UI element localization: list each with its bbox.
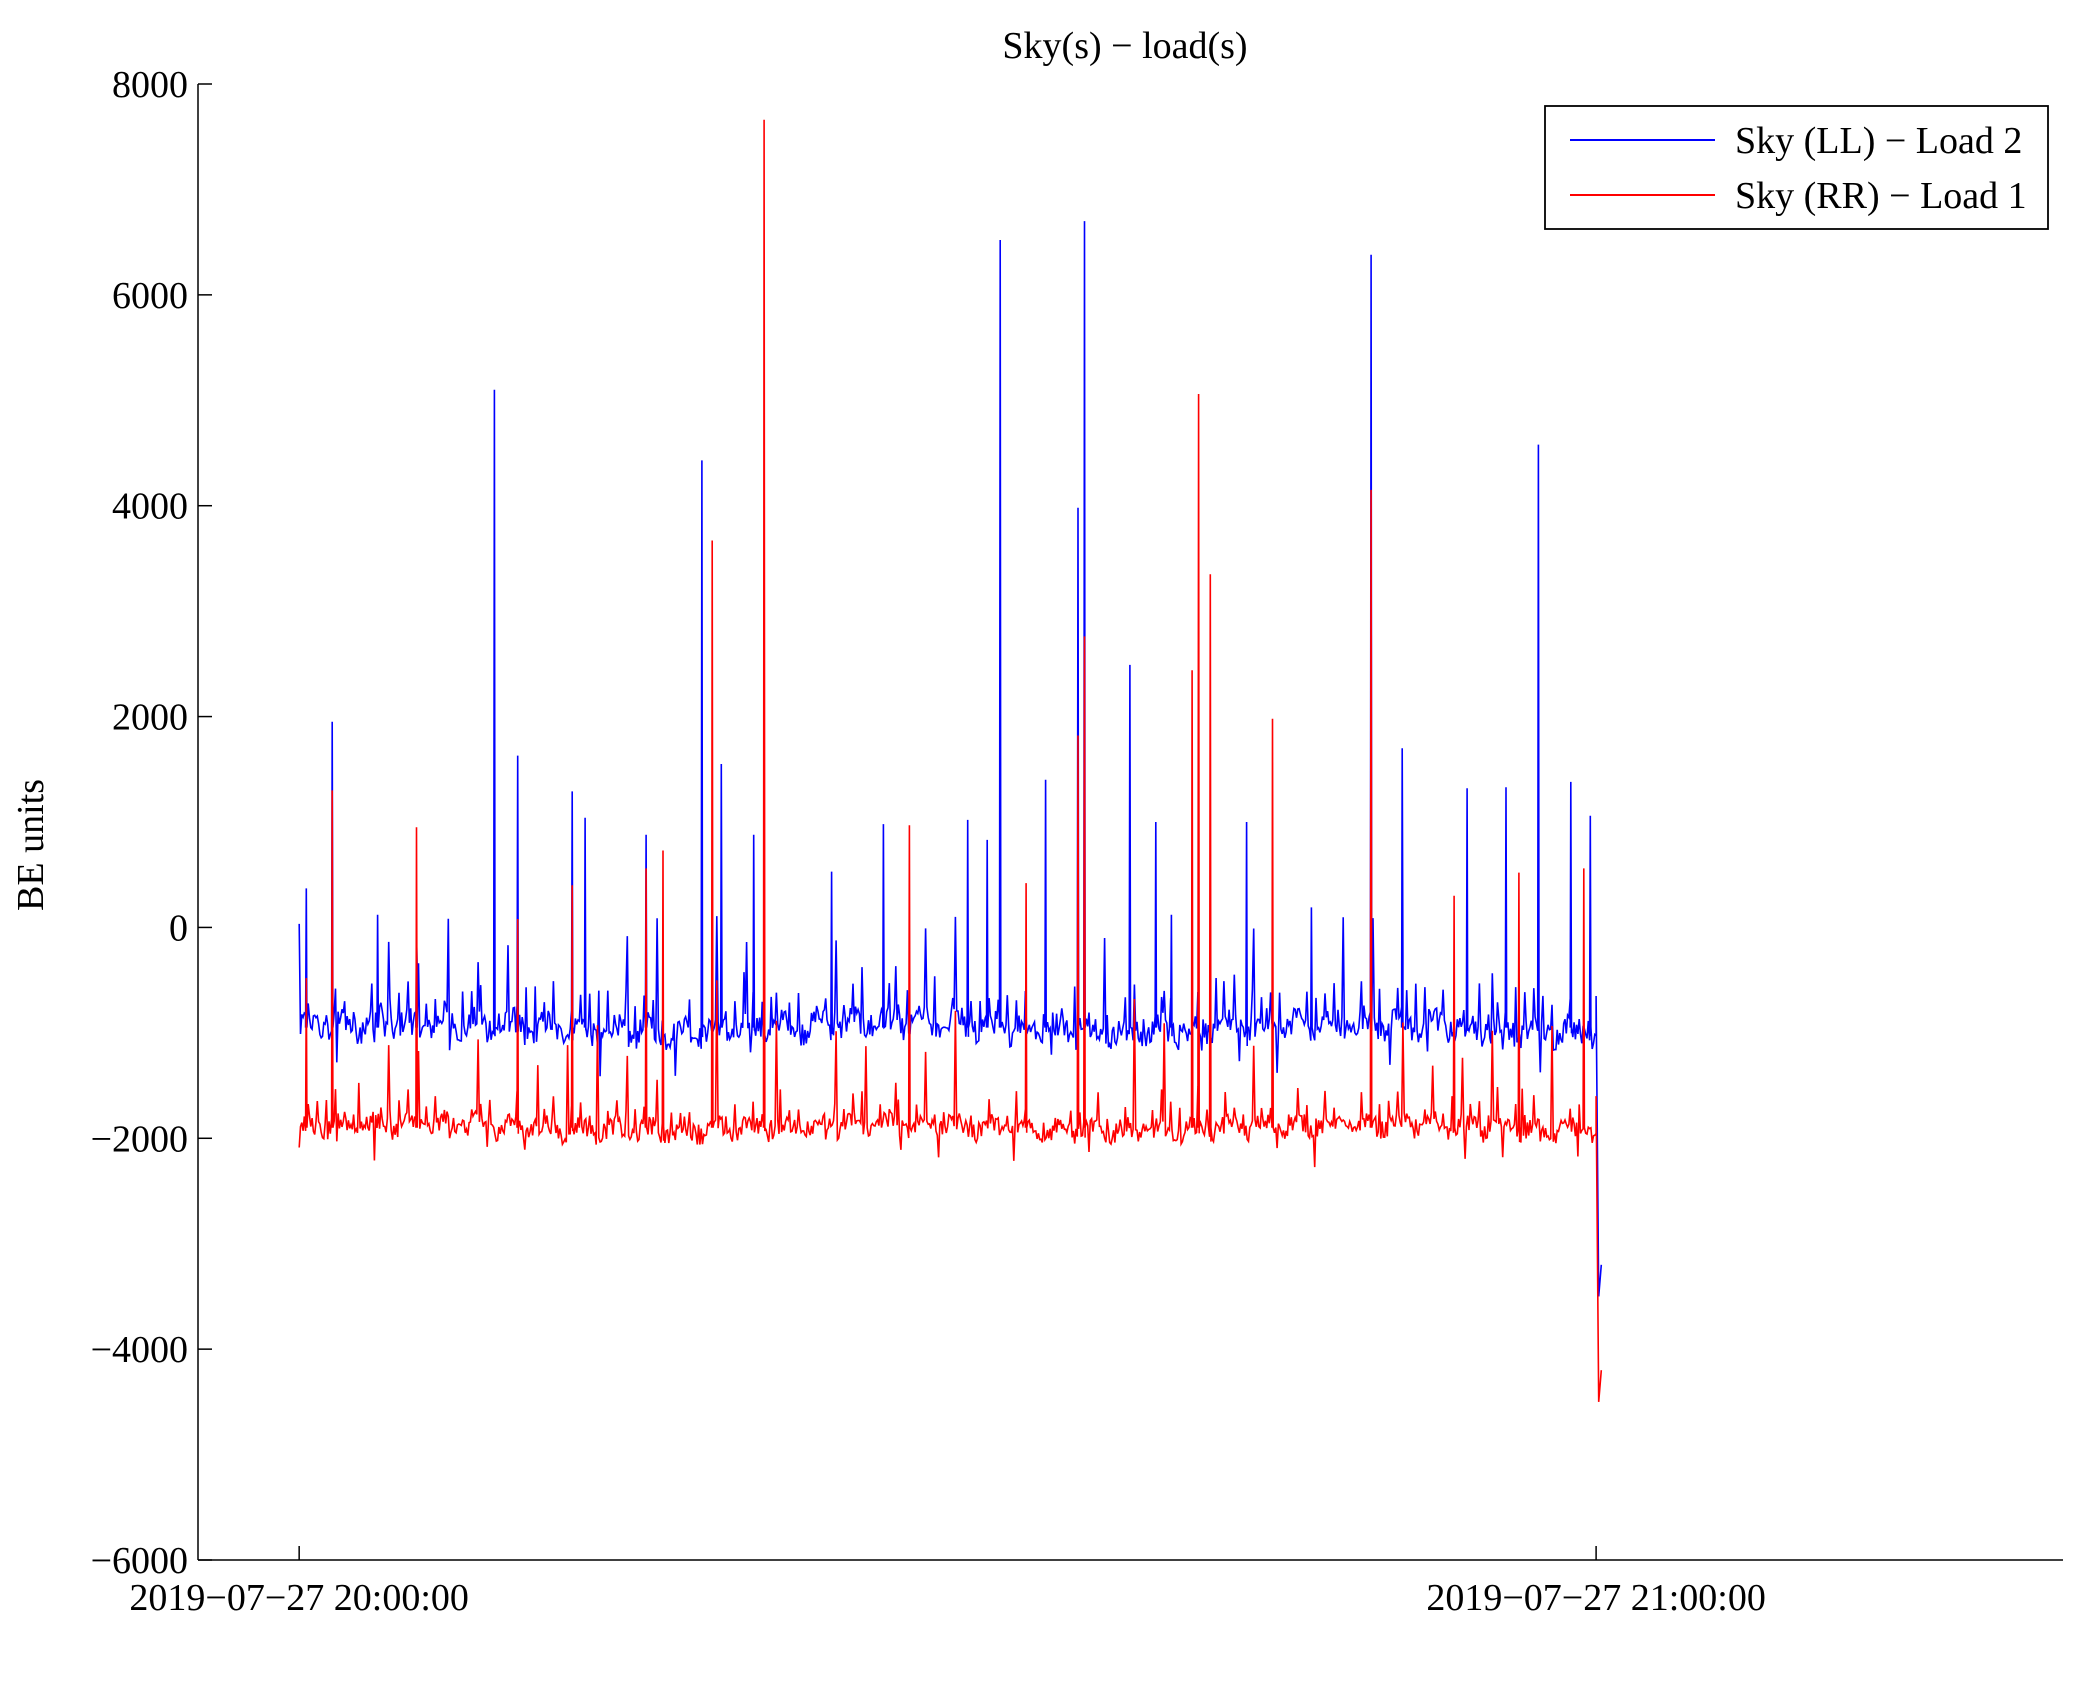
y-tick-label: −2000 xyxy=(91,1118,188,1160)
ticks-layer: −6000 −4000 −2000 0 2000 4000 6000 8000 2019−07−… xyxy=(91,64,1766,1619)
y-tick-label: 8000 xyxy=(112,64,188,106)
legend-box xyxy=(1544,105,2049,230)
axes-layer xyxy=(197,84,2063,1561)
series-rr xyxy=(298,119,1603,1402)
y-tick-label: 6000 xyxy=(112,275,188,317)
legend-label-ll: Sky (LL) − Load 2 xyxy=(1735,120,2022,162)
x-tick-label: 2019−07−27 20:00:00 xyxy=(129,1577,468,1619)
y-tick-label: 4000 xyxy=(112,486,188,528)
y-axis-label: BE units xyxy=(10,779,52,911)
legend-label-rr: Sky (RR) − Load 1 xyxy=(1735,175,2027,217)
y-tick-label: 0 xyxy=(169,907,188,949)
y-tick-label: −6000 xyxy=(91,1540,188,1582)
x-tick-label: 2019−07−27 21:00:00 xyxy=(1426,1577,1765,1619)
y-tick-label: 2000 xyxy=(112,697,188,739)
series-layer xyxy=(298,119,1603,1402)
y-tick-label: −4000 xyxy=(91,1329,188,1371)
chart-title: Sky(s) − load(s) xyxy=(1002,25,1247,67)
series-line xyxy=(298,119,1603,1402)
legend: Sky (LL) − Load 2 Sky (RR) − Load 1 xyxy=(1544,105,2049,230)
